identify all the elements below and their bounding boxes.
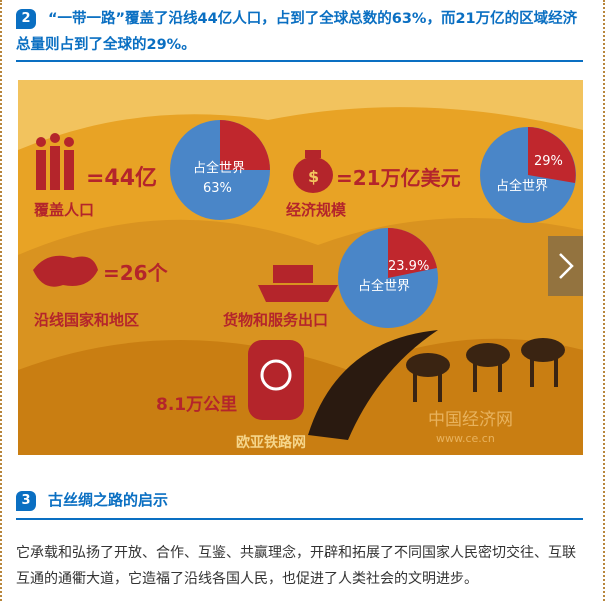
section-2-title: “一带一路”覆盖了沿线44亿人口，占到了全球总数的63%，而21万亿的区域经济总… [16, 11, 578, 53]
countries-value: =26个 [103, 261, 169, 285]
economy-value: =21万亿美元 [336, 166, 461, 190]
exports-pie-label: 占全世界 [358, 278, 410, 294]
cargo-ship-icon [258, 265, 338, 302]
belt-and-road-infographic: =44亿 覆盖人口 占全世界 63% $ =21万亿美元 经济规模 29% 占全… [18, 80, 583, 455]
people-icon [36, 133, 74, 190]
section-2-heading: 2 “一带一路”覆盖了沿线44亿人口，占到了全球总数的63%，而21万亿的区域经济… [16, 6, 583, 62]
section-number-badge: 2 [16, 9, 36, 29]
article-paragraph: 它承载和弘扬了开放、合作、互鉴、共赢理念，开辟和拓展了不同国家人民密切交往、互联… [16, 545, 576, 587]
section-3-title: 古丝绸之路的启示 [48, 491, 169, 509]
money-bag-icon [293, 150, 333, 193]
next-image-button[interactable] [548, 236, 583, 296]
railway-value: 8.1万公里 [156, 395, 237, 415]
exports-pie [338, 227, 438, 328]
population-pie-value: 63% [203, 181, 232, 196]
right-border [603, 0, 605, 601]
population-label: 覆盖人口 [34, 201, 94, 219]
section-number-badge: 3 [16, 490, 36, 511]
exports-label: 货物和服务出口 [223, 311, 328, 329]
population-value: =44亿 [86, 166, 157, 191]
camel-caravan-icon [406, 338, 565, 402]
economy-pie [480, 127, 576, 223]
chevron-right-icon [559, 253, 574, 279]
railway-label: 欧亚铁路网 [236, 434, 306, 451]
svg-text:$: $ [308, 167, 319, 186]
section-3-heading: 3 古丝绸之路的启示 [16, 488, 583, 520]
economy-pie-label: 占全世界 [496, 178, 548, 194]
countries-label: 沿线国家和地区 [34, 311, 139, 329]
left-border [0, 0, 2, 601]
map-icon [33, 255, 98, 287]
population-pie [170, 120, 270, 220]
exports-pie-value: 23.9% [388, 259, 429, 274]
watermark-url: www.ce.cn [436, 432, 495, 445]
economy-pie-value: 29% [534, 154, 563, 169]
railway-track [308, 330, 438, 440]
watermark-logo: 中国经济网 [428, 410, 513, 430]
train-icon [248, 340, 304, 420]
economy-label: 经济规模 [286, 201, 347, 219]
population-pie-label: 占全世界 [193, 160, 245, 176]
